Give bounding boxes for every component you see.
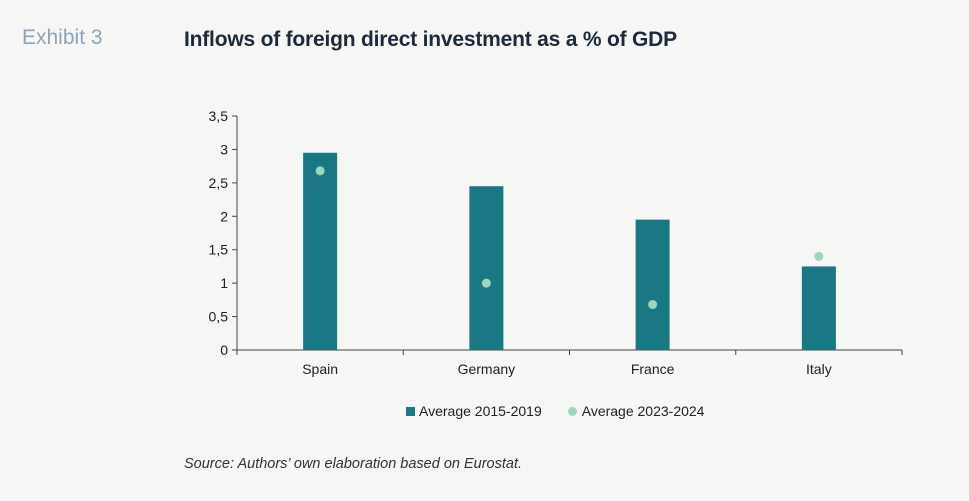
legend-label-dot: Average 2023-2024 bbox=[581, 403, 705, 419]
data-point bbox=[481, 278, 491, 288]
bar-series bbox=[303, 152, 836, 350]
bar bbox=[469, 186, 504, 350]
y-tick-label: 2,5 bbox=[209, 175, 229, 191]
x-tick-label: Italy bbox=[806, 361, 832, 377]
bar bbox=[801, 266, 836, 350]
y-tick-label: 0,5 bbox=[209, 309, 229, 325]
dot-series bbox=[315, 166, 824, 310]
legend-item-dot: Average 2023-2024 bbox=[567, 403, 705, 419]
x-tick-label: France bbox=[631, 361, 675, 377]
y-tick-label: 3,5 bbox=[209, 108, 229, 124]
legend: Average 2015-2019 Average 2023-2024 bbox=[406, 403, 730, 419]
chart-axes: 0 0,5 1 1,5 2 2,5 3 3,5 Spain Germany France Italy bbox=[209, 108, 903, 377]
y-tick-label: 0 bbox=[220, 342, 228, 358]
exhibit-label: Exhibit 3 bbox=[22, 26, 103, 49]
chart-title: Inflows of foreign direct investment as … bbox=[184, 28, 677, 51]
legend-swatch-dot bbox=[567, 406, 577, 416]
y-tick-label: 1,5 bbox=[209, 242, 229, 258]
data-point bbox=[814, 251, 824, 261]
legend-label-bar: Average 2015-2019 bbox=[419, 403, 542, 419]
bar bbox=[635, 219, 670, 350]
y-tick-label: 3 bbox=[220, 141, 228, 157]
data-point bbox=[648, 300, 658, 310]
y-tick-label: 2 bbox=[220, 208, 228, 224]
bar bbox=[303, 152, 338, 350]
x-tick-label: Germany bbox=[458, 361, 516, 377]
legend-swatch-bar bbox=[406, 406, 415, 416]
source-note: Source: Authors’ own elaboration based o… bbox=[184, 456, 523, 472]
y-tick-label: 1 bbox=[220, 275, 228, 291]
x-tick-label: Spain bbox=[302, 361, 338, 377]
legend-item-bar: Average 2015-2019 bbox=[406, 403, 542, 419]
data-point bbox=[315, 166, 325, 176]
